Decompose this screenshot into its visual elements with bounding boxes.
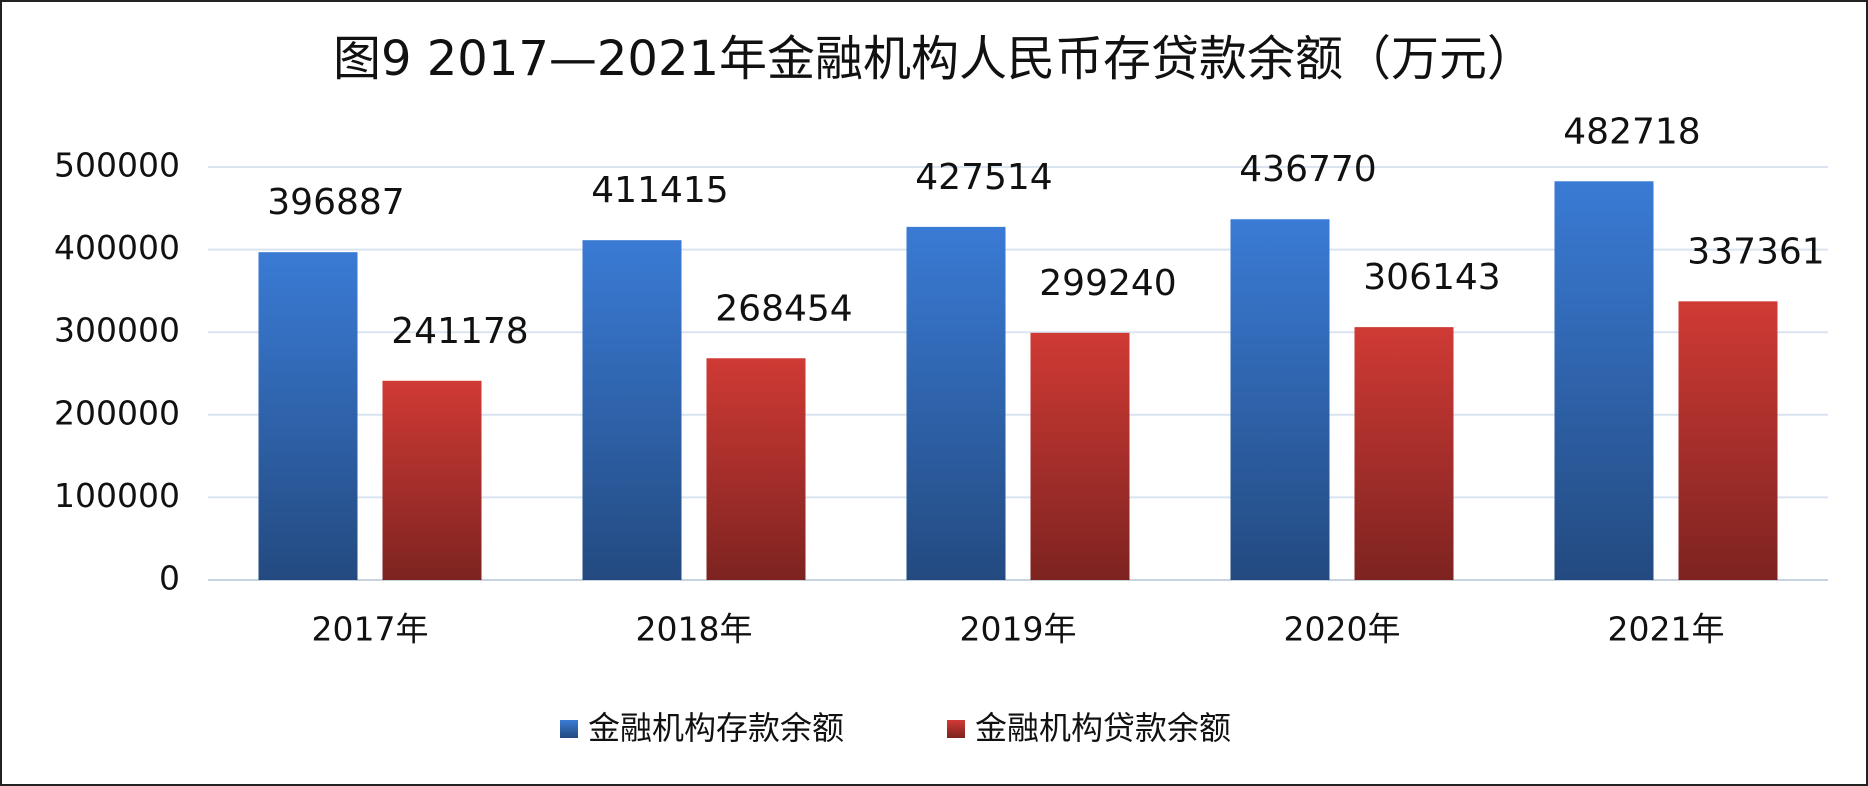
legend-label: 金融机构存款余额 bbox=[588, 709, 844, 747]
y-tick-label: 400000 bbox=[54, 228, 180, 267]
y-tick-label: 0 bbox=[159, 559, 180, 598]
data-label: 268454 bbox=[715, 288, 852, 329]
bar bbox=[906, 226, 1006, 581]
legend-swatch bbox=[947, 720, 965, 738]
y-tick-label: 300000 bbox=[54, 311, 180, 350]
x-tick-label: 2017年 bbox=[312, 610, 429, 649]
legend-swatch bbox=[560, 720, 578, 738]
data-label: 411415 bbox=[591, 170, 728, 211]
bar bbox=[1030, 332, 1130, 580]
data-label: 306143 bbox=[1363, 257, 1500, 298]
y-tick-label: 100000 bbox=[54, 476, 180, 515]
data-label: 436770 bbox=[1239, 149, 1376, 190]
x-tick-label: 2019年 bbox=[960, 610, 1077, 649]
bar bbox=[1354, 327, 1454, 580]
x-tick-label: 2018年 bbox=[636, 610, 753, 649]
y-tick-label: 200000 bbox=[54, 393, 180, 432]
data-label: 427514 bbox=[915, 157, 1052, 198]
bar bbox=[1678, 301, 1778, 580]
data-label: 337361 bbox=[1687, 231, 1824, 272]
data-label: 241178 bbox=[391, 311, 528, 352]
data-label: 299240 bbox=[1039, 263, 1176, 304]
bar bbox=[582, 240, 682, 580]
data-label: 396887 bbox=[267, 182, 404, 223]
bar bbox=[706, 358, 806, 580]
bar bbox=[1554, 181, 1654, 580]
data-label: 482718 bbox=[1563, 111, 1700, 152]
x-tick-label: 2020年 bbox=[1284, 610, 1401, 649]
chart-title: 图9 2017—2021年金融机构人民币存贷款余额（万元） bbox=[333, 31, 1535, 87]
x-tick-label: 2021年 bbox=[1608, 610, 1725, 649]
bar bbox=[382, 380, 482, 580]
bar bbox=[1230, 219, 1330, 581]
legend-label: 金融机构贷款余额 bbox=[975, 709, 1231, 747]
bar bbox=[258, 252, 358, 581]
y-tick-label: 500000 bbox=[54, 146, 180, 185]
